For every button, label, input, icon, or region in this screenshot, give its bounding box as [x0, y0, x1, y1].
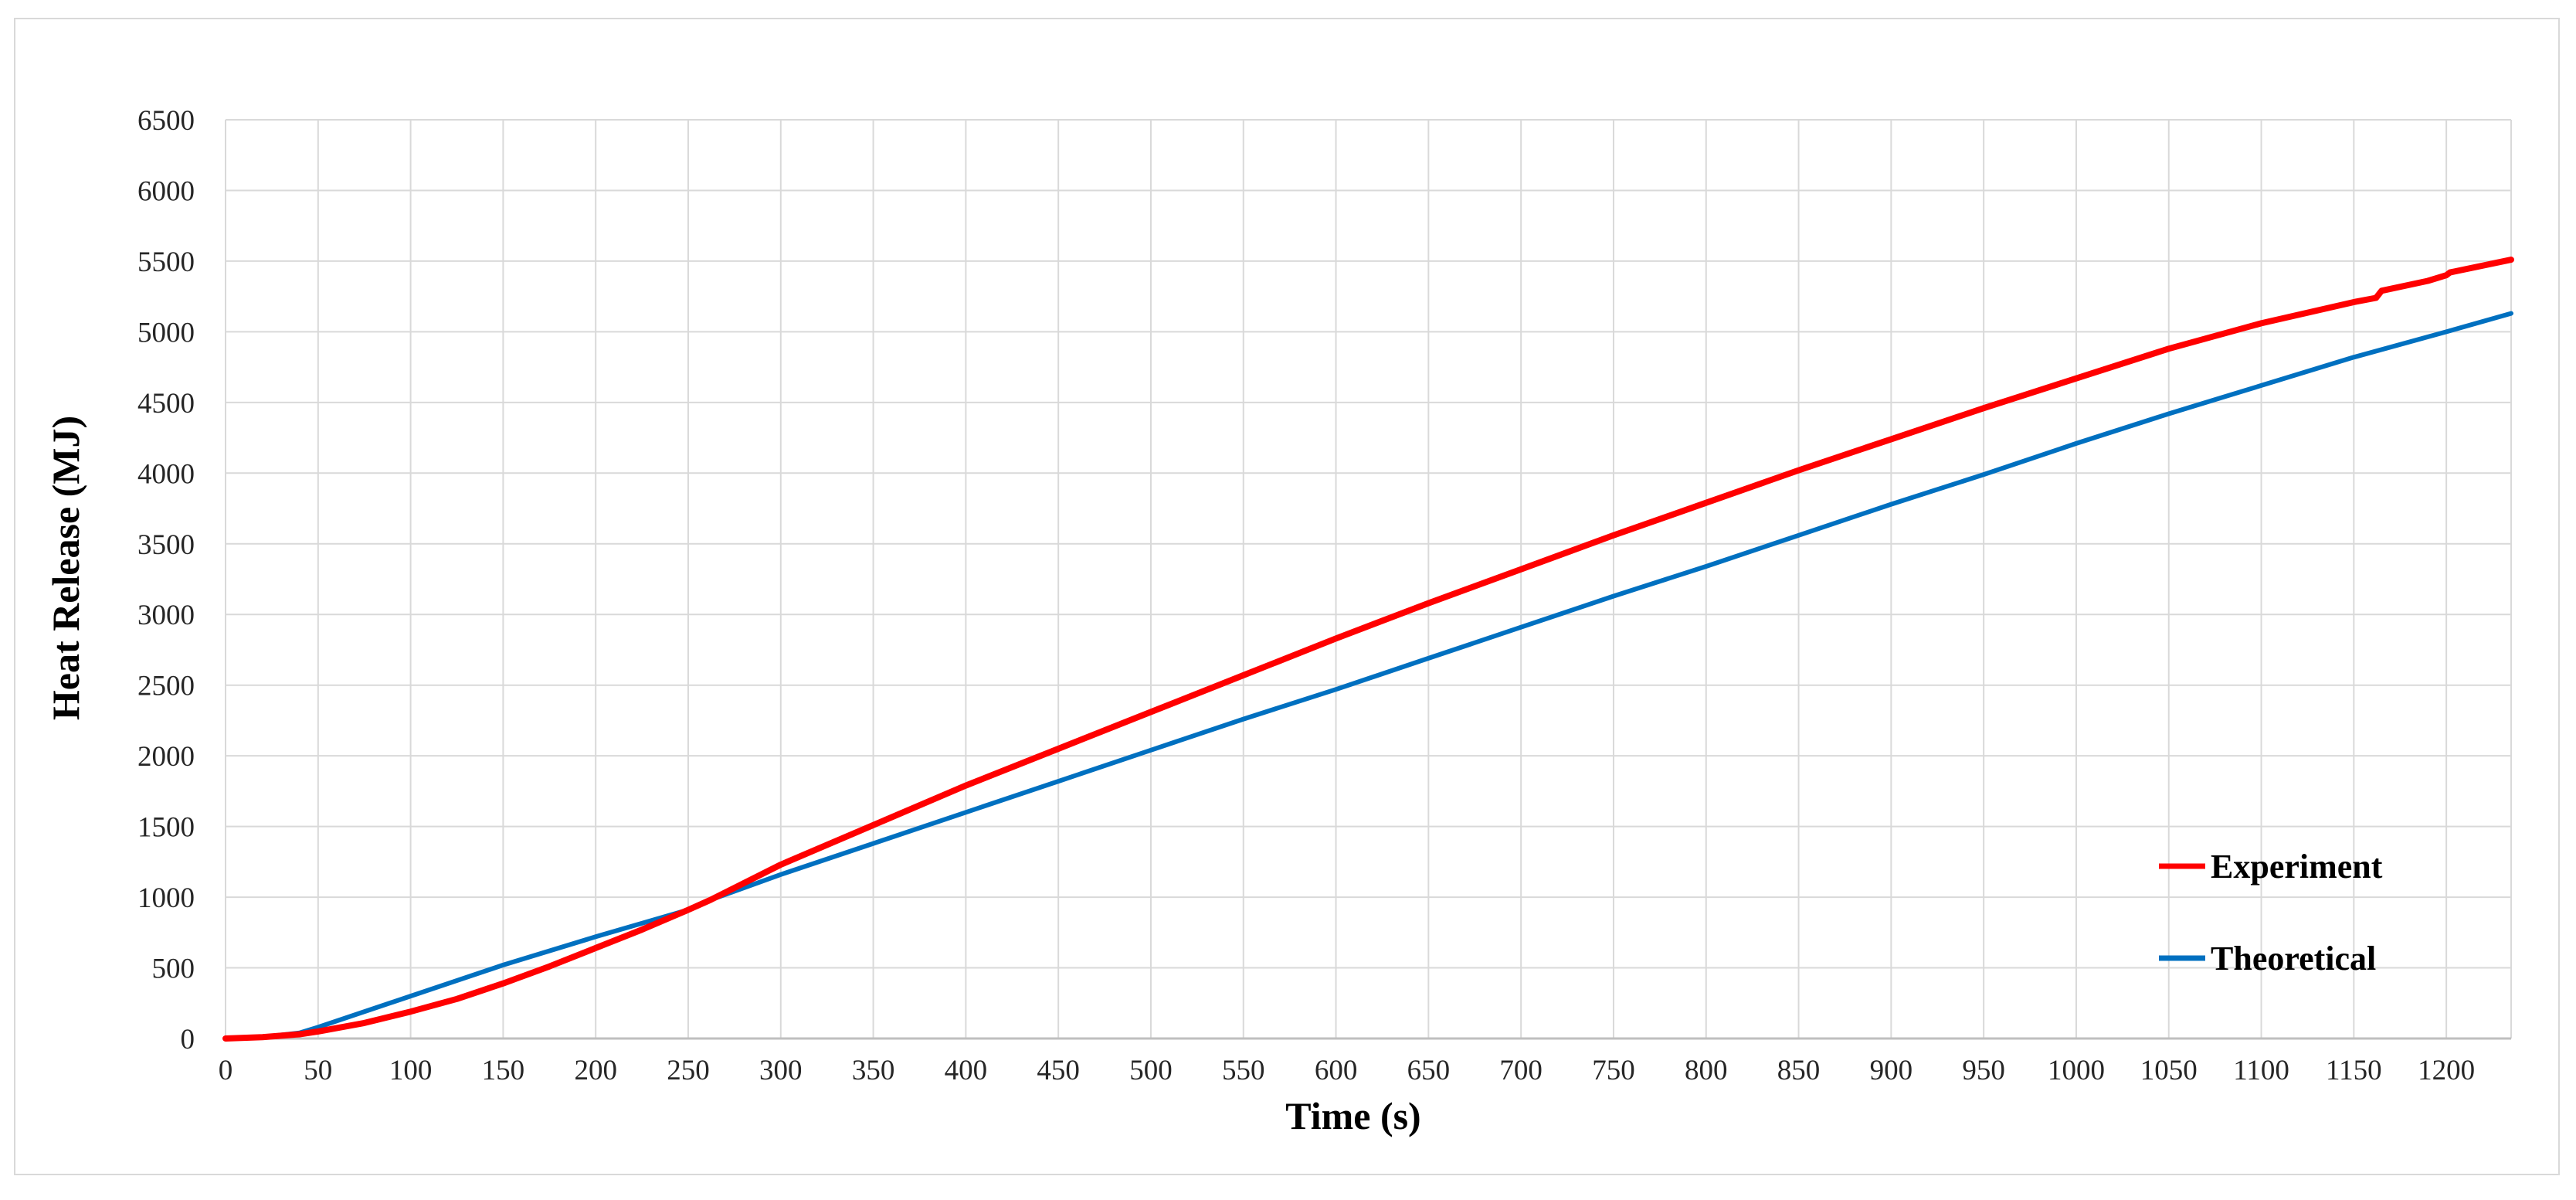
series-lines: [222, 257, 2514, 1042]
x-tick-label: 200: [574, 1055, 617, 1086]
y-tick-label: 6000: [137, 175, 195, 207]
x-tick-label: 450: [1037, 1055, 1080, 1086]
y-tick-label: 4500: [137, 388, 195, 420]
y-tick-label: 500: [152, 954, 195, 985]
x-tick-label: 1050: [2140, 1055, 2198, 1086]
legend: Experiment Theoretical: [2159, 848, 2383, 977]
x-tick-label: 50: [304, 1055, 332, 1086]
x-tick-label: 400: [945, 1055, 988, 1086]
x-tick-label: 300: [759, 1055, 803, 1086]
x-tick-label: 550: [1222, 1055, 1265, 1086]
series-line-experiment: [222, 257, 2514, 1042]
x-tick-label: 600: [1315, 1055, 1358, 1086]
tick-labels: 0500100015002000250030003500400045005000…: [137, 105, 2475, 1086]
y-tick-label: 5500: [137, 246, 195, 278]
chart-frame: [14, 18, 2560, 1175]
y-tick-label: 6500: [137, 105, 195, 137]
legend-label-theoretical: Theoretical: [2211, 940, 2376, 977]
x-tick-label: 750: [1592, 1055, 1635, 1086]
x-tick-label: 150: [482, 1055, 525, 1086]
x-tick-label: 900: [1870, 1055, 1913, 1086]
x-tick-label: 650: [1407, 1055, 1451, 1086]
x-tick-label: 950: [1962, 1055, 2005, 1086]
x-tick-label: 100: [389, 1055, 433, 1086]
x-tick-label: 1000: [2048, 1055, 2105, 1086]
y-tick-label: 2500: [137, 671, 195, 702]
y-tick-label: 3000: [137, 600, 195, 631]
y-tick-label: 1500: [137, 812, 195, 844]
y-axis-title: Heat Release (MJ): [44, 416, 87, 720]
legend-label-experiment: Experiment: [2211, 848, 2383, 886]
y-tick-label: 4000: [137, 458, 195, 490]
y-tick-label: 0: [181, 1024, 195, 1056]
x-tick-label: 1150: [2326, 1055, 2382, 1086]
series-line-theoretical: [223, 311, 2513, 1041]
grid: [225, 119, 2512, 1040]
x-tick-label: 1100: [2233, 1055, 2289, 1086]
x-tick-label: 500: [1129, 1055, 1173, 1086]
x-tick-label: 0: [219, 1055, 233, 1086]
x-tick-label: 350: [852, 1055, 895, 1086]
y-tick-label: 5000: [137, 317, 195, 348]
x-axis-title: Time (s): [1285, 1094, 1420, 1137]
x-tick-label: 800: [1685, 1055, 1728, 1086]
x-tick-label: 1200: [2418, 1055, 2475, 1086]
x-tick-label: 250: [667, 1055, 710, 1086]
x-tick-label: 850: [1777, 1055, 1821, 1086]
y-tick-label: 2000: [137, 741, 195, 773]
y-tick-label: 3500: [137, 529, 195, 561]
y-tick-label: 1000: [137, 882, 195, 914]
x-tick-label: 700: [1499, 1055, 1543, 1086]
